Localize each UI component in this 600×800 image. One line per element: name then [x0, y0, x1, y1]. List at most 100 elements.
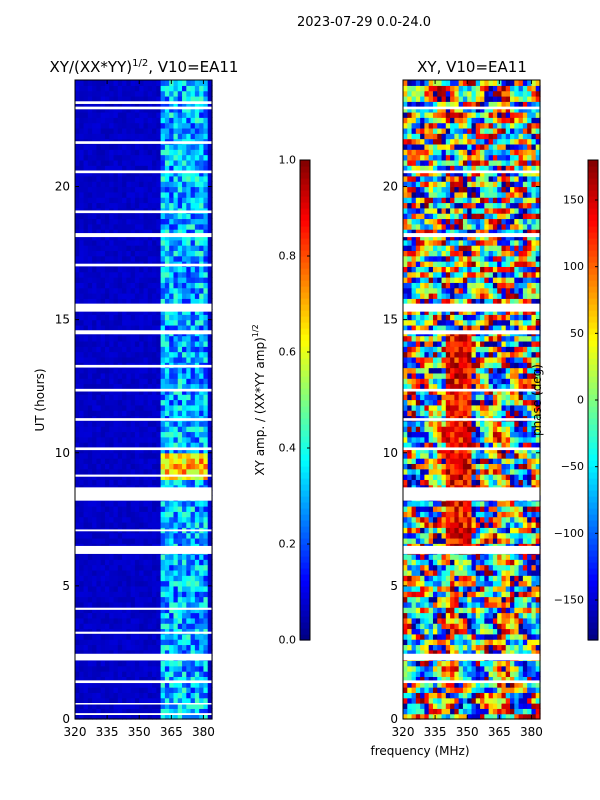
left-heatmap-cell — [147, 80, 153, 86]
left-heatmap-cell — [152, 612, 157, 619]
right-heatmap-cell — [403, 628, 408, 635]
left-heatmap-cell — [173, 282, 179, 289]
left-heatmap-cell — [173, 703, 179, 709]
left-heatmap-cell — [109, 713, 115, 720]
right-heatmap-cell — [488, 633, 494, 640]
left-heatmap-cell — [194, 713, 200, 720]
right-heatmap-cell — [437, 596, 443, 603]
left-heatmap-cell — [194, 287, 200, 294]
left-colorbar-segment — [300, 562, 310, 569]
left-heatmap-cell — [96, 117, 102, 124]
left-heatmap-cell — [203, 90, 209, 97]
left-heatmap-cell — [156, 687, 162, 693]
left-heatmap-cell — [143, 553, 149, 560]
left-heatmap-cell — [169, 356, 175, 363]
left-heatmap-cell — [75, 287, 80, 294]
right-heatmap-cell — [471, 665, 477, 672]
left-heatmap-cell — [109, 149, 115, 156]
left-heatmap-cell — [182, 383, 187, 390]
left-heatmap-cell — [100, 681, 106, 688]
left-heatmap-cell — [156, 101, 162, 108]
right-heatmap-cell — [420, 623, 426, 630]
left-heatmap-cell — [160, 580, 166, 587]
left-heatmap-cell — [164, 271, 170, 278]
left-heatmap-cell — [147, 394, 153, 401]
left-heatmap-cell — [122, 106, 127, 113]
left-heatmap-cell — [117, 234, 123, 241]
right-heatmap-cell — [484, 633, 490, 640]
left-heatmap-cell — [194, 521, 200, 528]
left-heatmap-cell — [113, 388, 119, 395]
left-heatmap-cell — [182, 319, 187, 326]
left-heatmap-cell — [83, 537, 89, 544]
left-heatmap-cell — [130, 239, 136, 246]
left-heatmap-cell — [143, 223, 149, 230]
left-heatmap-cell — [160, 372, 166, 379]
left-heatmap-cell — [113, 692, 119, 699]
right-heatmap-cell — [432, 559, 438, 566]
left-heatmap-cell — [134, 282, 140, 289]
left-heatmap-cell — [87, 479, 93, 486]
left-heatmap-cell — [199, 559, 205, 566]
right-heatmap-cell — [462, 697, 468, 704]
left-heatmap-cell — [134, 223, 140, 230]
left-heatmap-cell — [177, 692, 183, 699]
left-heatmap-cell — [173, 191, 179, 198]
left-heatmap-cell — [96, 532, 102, 539]
left-heatmap-cell — [164, 282, 170, 289]
right-heatmap-cell — [411, 591, 417, 598]
left-heatmap-cell — [83, 287, 89, 294]
right-heatmap-cell — [437, 665, 443, 672]
right-heatmap-cell — [518, 633, 524, 640]
left-heatmap-cell — [96, 191, 102, 198]
left-heatmap-cell — [177, 186, 183, 193]
left-heatmap-cell — [113, 585, 119, 592]
right-heatmap-cell — [522, 612, 528, 619]
left-heatmap-cell — [147, 117, 153, 124]
right-heatmap-cell — [480, 623, 485, 630]
left-heatmap-cell — [92, 447, 98, 454]
left-heatmap-cell — [79, 234, 85, 241]
left-heatmap-cell — [117, 713, 123, 720]
left-heatmap-cell — [199, 133, 205, 140]
left-heatmap-cell — [117, 271, 123, 278]
right-heatmap-cell — [424, 639, 430, 646]
left-heatmap-cell — [199, 511, 205, 518]
left-heatmap-cell — [203, 159, 209, 166]
right-heatmap-cell — [505, 681, 511, 688]
left-heatmap-cell — [160, 95, 166, 102]
left-heatmap-cell — [152, 660, 157, 667]
left-heatmap-cell — [177, 149, 183, 156]
left-heatmap-cell — [75, 474, 80, 480]
left-heatmap-cell — [207, 298, 213, 305]
left-xtick-label: 320 — [64, 725, 87, 739]
left-heatmap-cell — [169, 692, 175, 699]
left-heatmap-cell — [75, 346, 80, 353]
left-heatmap-cell — [126, 532, 132, 539]
left-heatmap-cell — [186, 80, 192, 86]
left-heatmap-cell — [75, 351, 80, 358]
left-heatmap-cell — [164, 601, 170, 608]
left-heatmap-cell — [79, 607, 85, 614]
left-heatmap-cell — [75, 149, 80, 156]
left-ytick-label: 10 — [55, 446, 70, 460]
left-heatmap-cell — [83, 101, 89, 108]
left-heatmap-cell — [143, 277, 149, 283]
left-heatmap-cell — [156, 346, 162, 353]
left-heatmap-cell — [203, 639, 209, 646]
left-heatmap-cell — [130, 314, 136, 321]
left-heatmap-cell — [173, 85, 179, 92]
right-heatmap-cell — [407, 591, 413, 598]
left-heatmap-cell — [134, 681, 140, 688]
left-heatmap-cell — [194, 351, 200, 358]
left-heatmap-cell — [203, 106, 209, 113]
left-heatmap-cell — [104, 468, 110, 475]
left-heatmap-cell — [83, 468, 89, 475]
left-heatmap-cell — [79, 708, 85, 715]
left-heatmap-cell — [194, 612, 200, 619]
left-heatmap-cell — [117, 213, 123, 220]
right-heatmap-cell — [411, 681, 417, 688]
left-heatmap-cell — [83, 181, 89, 188]
left-heatmap-cell — [199, 426, 205, 433]
left-heatmap-cell — [83, 378, 89, 385]
